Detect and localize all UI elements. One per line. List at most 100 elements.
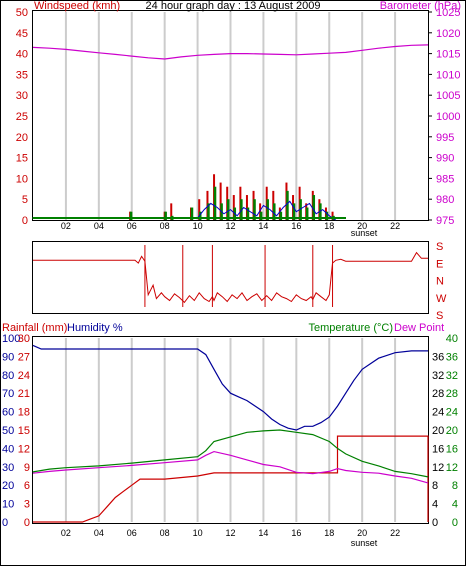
chart-title: 24 hour graph day : 13 August 2009	[146, 0, 321, 12]
hour-tick-label: 10	[193, 528, 203, 538]
temperature-tick-label: 12	[446, 462, 458, 474]
rainfall-tick-label: 21	[18, 388, 30, 400]
humidity-axis-label: Humidity %	[67, 322, 123, 334]
direction-plot-frame	[32, 241, 429, 314]
temperature-grid	[64, 338, 397, 522]
temperature-line	[32, 429, 429, 478]
windspeed-tick-label: 50	[16, 7, 28, 19]
inner-right-tick-label: 20	[432, 425, 444, 437]
rainfall-tick-label: 0	[24, 517, 30, 529]
wind-average-line	[197, 200, 337, 221]
barometer-tick-label: 990	[436, 153, 454, 165]
wind-direction-line	[33, 251, 428, 304]
rainfall-tick-label: 30	[18, 333, 30, 345]
sunset-note-top: sunset	[351, 228, 378, 238]
rainfall-tick-label: 27	[18, 351, 30, 363]
windspeed-tick-label: 30	[16, 90, 28, 102]
inner-right-tick-label: 28	[432, 388, 444, 400]
windspeed-tick-label: 40	[16, 49, 28, 61]
direction-tick-label: W	[436, 293, 447, 305]
barometer-line	[32, 44, 429, 60]
direction-tick-label: S	[436, 241, 443, 253]
temperature-tick-label: 32	[446, 370, 458, 382]
barometer-tick-label: 1020	[436, 28, 460, 40]
dewpoint-line	[32, 450, 429, 484]
direction-tick-label: N	[436, 276, 444, 288]
inner-right-tick-label: 4	[432, 499, 438, 511]
humidity-tick-label: 50	[2, 425, 14, 437]
windspeed-axis-label: Windspeed (kmh)	[34, 0, 120, 12]
barometer-tick-label: 1025	[436, 7, 460, 19]
barometer-axis-label: Barometer (hPa)	[380, 0, 461, 12]
windspeed-tick-label: 35	[16, 69, 28, 81]
humidity-tick-label: 80	[2, 370, 14, 382]
temperature-axis-label: Temperature (°C)	[309, 322, 393, 334]
hour-tick-label: 14	[258, 221, 268, 231]
hour-tick-label: 08	[160, 221, 170, 231]
hour-tick-label: 22	[390, 221, 400, 231]
hour-tick-label: 20	[357, 528, 367, 538]
temperature-tick-label: 0	[452, 517, 458, 529]
humidity-tick-label: 0	[2, 517, 8, 529]
rainfall-line	[33, 435, 429, 523]
windspeed-tick-label: 25	[16, 111, 28, 123]
barometer-tick-label: 995	[436, 132, 454, 144]
hour-tick-label: 06	[127, 221, 137, 231]
barometer-tick-label: 975	[436, 215, 454, 227]
windspeed-tick-label: 0	[22, 215, 28, 227]
inner-right-tick-label: 32	[432, 370, 444, 382]
barometer-tick-label: 1000	[436, 111, 460, 123]
temperature-humidity-panel: Rainfall (mm) Humidity % Temperature (°C…	[2, 322, 458, 548]
temperature-hour-ticks: 02 04 06 08 10 12 14 16 18 20 22	[61, 528, 400, 538]
barometer-tick-label: 1005	[436, 90, 460, 102]
humidity-line	[32, 344, 428, 431]
humidity-tick-label: 30	[2, 462, 14, 474]
hour-tick-label: 02	[61, 221, 71, 231]
windspeed-tick-label: 45	[16, 28, 28, 40]
rainfall-tick-label: 9	[24, 462, 30, 474]
rainfall-axis-label: Rainfall (mm)	[2, 322, 67, 334]
temperature-tick-label: 28	[446, 388, 458, 400]
temperature-tick-label: 20	[446, 425, 458, 437]
humidity-tick-label: 20	[2, 480, 14, 492]
rainfall-tick-label: 18	[18, 407, 30, 419]
hour-tick-label: 04	[94, 528, 104, 538]
inner-right-tick-label: 12	[432, 462, 444, 474]
hour-tick-label: 02	[61, 528, 71, 538]
temperature-tick-label: 4	[452, 499, 458, 511]
barometer-tick-label: 1015	[436, 49, 460, 61]
humidity-tick-label: 40	[2, 443, 14, 455]
temperature-tick-label: 40	[446, 333, 458, 345]
wind-hour-ticks: 02 04 06 08 10 12 14 16 18 20 22	[61, 221, 400, 231]
hour-tick-label: 08	[160, 528, 170, 538]
temperature-tick-label: 8	[452, 480, 458, 492]
inner-right-tick-label: 0	[432, 517, 438, 529]
barometer-tick-label: 985	[436, 173, 454, 185]
hour-tick-label: 18	[324, 221, 334, 231]
inner-right-tick-label: 8	[432, 480, 438, 492]
barometer-tick-label: 1010	[436, 69, 460, 81]
hour-tick-label: 06	[127, 528, 137, 538]
temperature-tick-label: 36	[446, 351, 458, 363]
rainfall-tick-label: 3	[24, 499, 30, 511]
direction-tick-label: E	[436, 258, 443, 270]
windspeed-ticks: 0 5 10 15 20 25 30 35 40 45 50	[16, 7, 28, 227]
windspeed-tick-label: 10	[16, 173, 28, 185]
hour-tick-label: 04	[94, 221, 104, 231]
rainfall-tick-label: 12	[18, 443, 30, 455]
humidity-tick-label: 100	[2, 333, 20, 345]
inner-right-tick-label: 16	[432, 443, 444, 455]
humidity-rain-ticks: 0 10 20 30 40 50 60 70 80 90 100 0 3 6 9 12 15 18 21 24 27 30	[2, 333, 30, 529]
sunset-note-bottom: sunset	[351, 538, 378, 548]
windspeed-tick-label: 20	[16, 132, 28, 144]
hour-tick-label: 12	[225, 528, 235, 538]
barometer-ticks: 975 980 985 990 995 1000 1005 1010 1015 1020 1025	[428, 7, 460, 227]
temperature-tick-label: 16	[446, 443, 458, 455]
hour-tick-label: 16	[291, 221, 301, 231]
hour-tick-label: 18	[324, 528, 334, 538]
wind-barometer-panel: Windspeed (kmh) 24 hour graph day : 13 A…	[16, 0, 461, 238]
